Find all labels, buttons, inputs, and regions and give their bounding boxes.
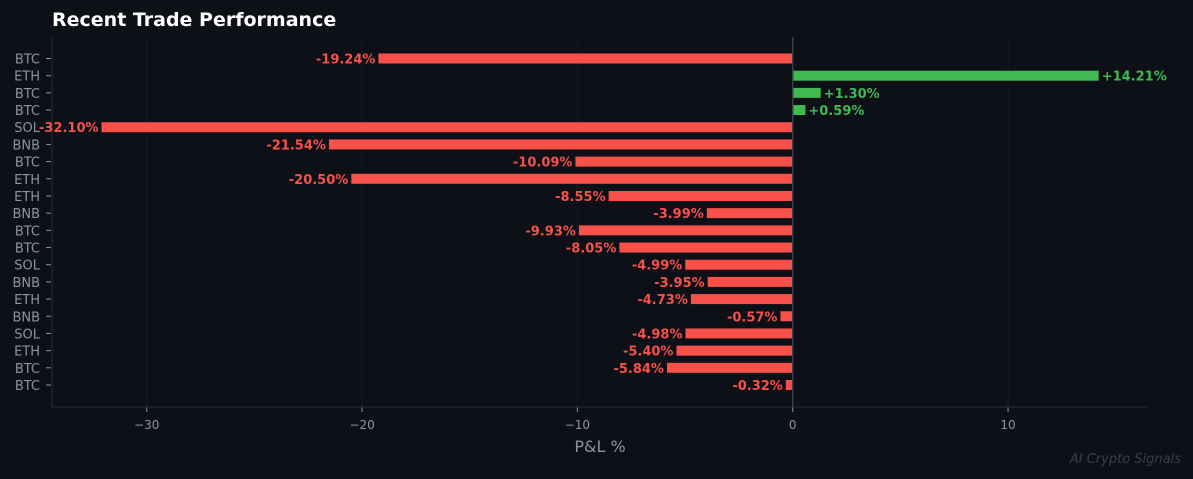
data-label: -8.55% bbox=[555, 190, 606, 205]
bar bbox=[792, 70, 1099, 81]
y-tick-label: BNB bbox=[12, 276, 40, 291]
data-label: +14.21% bbox=[1102, 70, 1167, 85]
y-tick-label: BTC bbox=[15, 53, 40, 68]
bar bbox=[685, 259, 793, 270]
bar bbox=[328, 139, 793, 150]
data-label: -4.98% bbox=[632, 327, 683, 342]
data-label: -8.05% bbox=[566, 242, 617, 257]
y-tick-label: SOL bbox=[14, 121, 40, 136]
data-label: +1.30% bbox=[824, 87, 880, 102]
watermark: AI Crypto Signals bbox=[1069, 452, 1181, 467]
x-tick-label: 10 bbox=[1000, 418, 1015, 432]
y-tick-label: BTC bbox=[15, 242, 40, 257]
y-tick-label: BTC bbox=[15, 156, 40, 171]
bar bbox=[575, 156, 793, 167]
y-tick-label: BTC bbox=[15, 224, 40, 239]
data-label: -19.24% bbox=[316, 53, 376, 68]
x-tick-label: 0 bbox=[789, 418, 797, 432]
bar bbox=[690, 294, 793, 305]
x-tick-label: −30 bbox=[134, 418, 159, 432]
bar bbox=[785, 380, 793, 390]
x-axis-label: P&L % bbox=[574, 437, 625, 456]
y-tick-label: BNB bbox=[12, 207, 40, 222]
data-label: -3.95% bbox=[654, 276, 705, 291]
data-label: -10.09% bbox=[513, 156, 573, 171]
data-label: +0.59% bbox=[808, 104, 864, 119]
bar bbox=[351, 173, 793, 184]
bar bbox=[792, 87, 821, 98]
data-label: -4.99% bbox=[632, 259, 683, 274]
data-label: -5.40% bbox=[623, 345, 674, 360]
y-tick-label: ETH bbox=[14, 190, 40, 205]
data-label: -5.84% bbox=[613, 362, 664, 377]
x-tick-label: −20 bbox=[349, 418, 374, 432]
y-tick-label: BTC bbox=[15, 104, 40, 119]
bar bbox=[707, 276, 793, 287]
bar bbox=[608, 190, 793, 201]
y-tick-label: BTC bbox=[15, 87, 40, 102]
y-tick-label: BNB bbox=[12, 138, 40, 153]
y-tick-label: ETH bbox=[14, 173, 40, 188]
data-label: -9.93% bbox=[525, 224, 576, 239]
data-label: -32.10% bbox=[39, 121, 99, 136]
data-label: -3.99% bbox=[653, 207, 704, 222]
bar bbox=[780, 311, 793, 322]
y-tick-label: BTC bbox=[15, 379, 40, 394]
data-label: -21.54% bbox=[266, 138, 326, 153]
bar bbox=[706, 208, 793, 219]
y-tick-label: BNB bbox=[12, 310, 40, 325]
chart-title: Recent Trade Performance bbox=[52, 9, 337, 31]
bar bbox=[666, 362, 793, 373]
x-tick-label: −10 bbox=[565, 418, 590, 432]
data-label: -20.50% bbox=[289, 173, 349, 188]
bar bbox=[792, 105, 806, 116]
y-tick-label: SOL bbox=[14, 327, 40, 342]
bar bbox=[685, 328, 793, 339]
y-tick-label: ETH bbox=[14, 70, 40, 85]
y-tick-label: BTC bbox=[15, 362, 40, 377]
bar bbox=[101, 122, 793, 133]
data-label: -4.73% bbox=[637, 293, 688, 308]
bar bbox=[378, 53, 793, 64]
bar bbox=[578, 225, 793, 236]
data-label: -0.32% bbox=[732, 379, 783, 394]
y-tick-label: SOL bbox=[14, 259, 40, 274]
bar bbox=[676, 345, 793, 356]
data-label: -0.57% bbox=[727, 310, 778, 325]
y-tick-label: ETH bbox=[14, 293, 40, 308]
bar bbox=[619, 242, 793, 253]
y-tick-label: ETH bbox=[14, 345, 40, 360]
